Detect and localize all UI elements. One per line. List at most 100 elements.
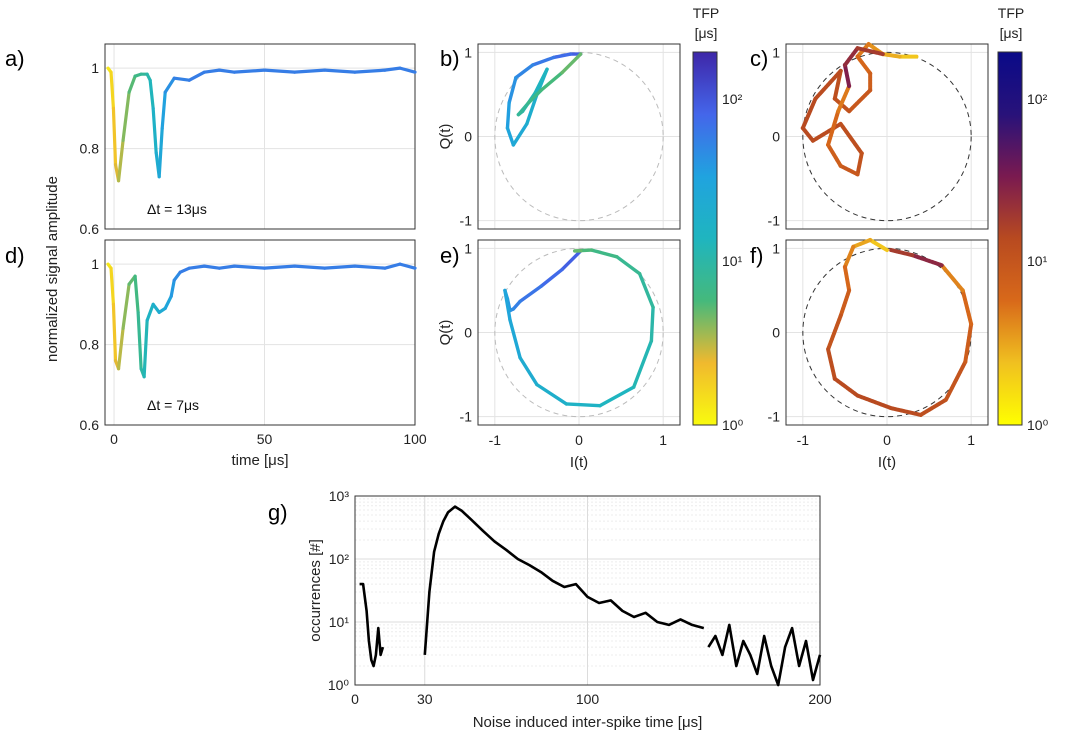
colorbar-parula-tick-1: 10¹ — [722, 253, 743, 269]
trace-segment — [262, 68, 297, 74]
trace-segment — [178, 266, 191, 274]
trajectory-segment — [539, 70, 564, 92]
y-tick-label: 1 — [464, 44, 472, 60]
trajectory-segment — [560, 52, 583, 75]
trajectory-segment — [838, 163, 860, 177]
trajectory-segment — [889, 406, 923, 417]
trace-segment — [353, 264, 387, 270]
trace-segment — [262, 264, 297, 270]
trajectory-segment — [826, 109, 841, 147]
trajectory-segment — [813, 68, 843, 101]
y-tick-label: 1 — [91, 256, 99, 272]
trajectory-segment — [842, 244, 856, 269]
y-tick-label: -1 — [460, 409, 473, 425]
y-tick-label: -1 — [768, 213, 781, 229]
trajectory-segment — [838, 288, 852, 318]
trajectory-segment — [503, 288, 512, 322]
trace-segment — [217, 68, 237, 74]
colorbar-hot: TFP [μs] 10² 10¹ 10⁰ — [997, 5, 1049, 433]
panel-label-e: e) — [440, 243, 460, 268]
trajectory-segment — [918, 397, 948, 417]
panel-label-g: g) — [268, 500, 288, 525]
trajectory-segment — [560, 249, 583, 272]
trajectory-segment — [615, 255, 642, 276]
trajectory-segment — [855, 46, 885, 57]
trace-segment — [398, 66, 417, 74]
colorbar-title-line1: TFP — [693, 5, 719, 21]
panel-label-f: f) — [750, 243, 763, 268]
axes-box — [354, 495, 821, 686]
trajectory-segment — [880, 52, 902, 59]
trace-segment — [136, 310, 143, 371]
y-tick-label: -1 — [460, 213, 473, 229]
colorbar-parula: TFP [μs] 10² 10¹ 10⁰ — [692, 5, 744, 433]
trajectory-segment — [847, 88, 873, 114]
unit-circle — [802, 51, 972, 222]
axes-box — [477, 43, 681, 230]
trace-segment — [202, 264, 221, 270]
trajectory-segment — [518, 356, 539, 387]
trajectory-segment — [800, 96, 818, 131]
iq-plot-b: -1 0 1 Q(t) — [437, 43, 681, 230]
delta-t-annotation: Δt = 7μs — [147, 397, 199, 413]
y-tick-label: 1 — [772, 44, 780, 60]
trajectory-segment — [525, 92, 539, 126]
trace-segment — [353, 68, 387, 74]
colorbar2-title-line2: [μs] — [1000, 25, 1023, 41]
unit-circle — [494, 51, 664, 222]
trace-segment — [111, 302, 118, 363]
trace-segment — [148, 78, 155, 110]
plot-area — [105, 240, 415, 425]
trace-segment — [187, 70, 206, 82]
trace-segment — [323, 264, 357, 270]
y-axis-label: occurrences [#] — [307, 539, 324, 642]
y-tick-label: 10⁰ — [328, 677, 350, 693]
x-axis-label: Noise induced inter-spike time [μs] — [473, 714, 703, 731]
colorbar-hot-tick-0: 10⁰ — [1027, 417, 1049, 433]
y-tick-label: 0 — [464, 325, 472, 341]
x-tick-label: 50 — [257, 431, 273, 447]
trajectory-segment — [589, 248, 619, 259]
trajectory-segment — [518, 284, 543, 304]
x-tick-label: 100 — [576, 691, 600, 707]
y-tick-label: 0.6 — [80, 417, 100, 433]
colorbar-parula-tick-0: 10⁰ — [722, 417, 744, 433]
trace-segment — [172, 270, 182, 282]
amplitude-plot-d: 0.6 0.8 1 0 50 100 Δt = 7μs time [μs] — [80, 239, 427, 469]
panel-label-d: d) — [5, 243, 25, 268]
trajectory-segment — [838, 121, 864, 156]
trace-segment — [121, 90, 131, 143]
histogram-plot-g: 10⁰ 10¹ 10² 10³ 0 30 100 200 occurrences [#] Nois… — [307, 488, 832, 731]
trajectory-segment — [539, 267, 564, 288]
axes-box — [104, 239, 416, 426]
y-tick-label: 10³ — [329, 488, 350, 504]
trajectory-segment — [855, 54, 873, 76]
trace-segment — [163, 76, 176, 94]
x-tick-label: 0 — [351, 691, 359, 707]
x-tick-label: 0 — [883, 432, 891, 448]
trace-segment — [323, 68, 357, 74]
histogram-trace — [707, 623, 822, 687]
trajectory-segment — [851, 238, 873, 249]
trajectory-segment — [832, 376, 860, 398]
trace-segment — [217, 264, 237, 270]
trajectory-segment — [842, 46, 860, 68]
trace-segment — [232, 264, 267, 270]
iq-plot-e: -1 0 1 -1 0 1 Q(t) I(t) — [437, 239, 681, 471]
trajectory-segment — [832, 68, 843, 101]
trace-segment — [151, 302, 161, 314]
trajectory-segment — [535, 382, 569, 406]
y-tick-label: 0.8 — [80, 141, 100, 157]
colorbar-hot-tick-1: 10¹ — [1027, 253, 1048, 269]
trace-segment — [109, 266, 116, 306]
axes-box — [477, 239, 681, 426]
trace-segment — [116, 326, 125, 371]
trajectory-segment — [507, 75, 518, 105]
trace-segment — [121, 282, 131, 331]
trace-segment — [109, 70, 116, 110]
trajectory-segment — [637, 271, 655, 309]
trace-segment — [151, 106, 158, 155]
colorbar-parula-tick-2: 10² — [722, 91, 743, 107]
y-tick-label: -1 — [768, 409, 781, 425]
x-tick-label: 30 — [417, 691, 433, 707]
